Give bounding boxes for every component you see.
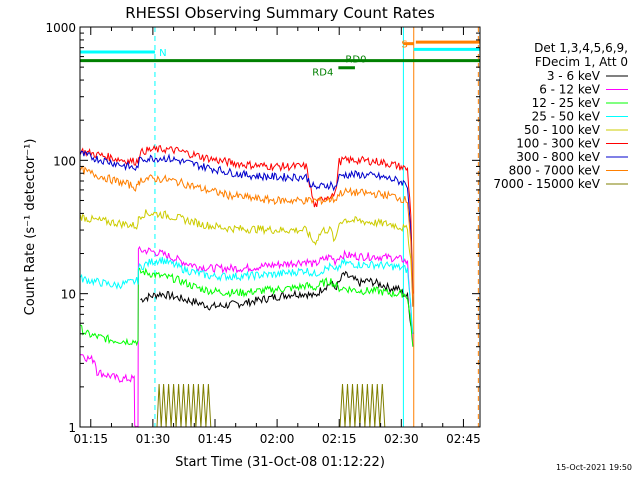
legend-entry-label: 50 - 100 keV <box>524 123 601 137</box>
legend-header: Det 1,3,4,5,6,9, <box>534 41 628 55</box>
x-tick-label: 02:45 <box>446 432 481 446</box>
series-line <box>80 245 414 428</box>
legend-entry-label: 3 - 6 keV <box>547 69 601 83</box>
legend-entry-label: 100 - 300 keV <box>516 137 600 151</box>
x-tick-label: 02:00 <box>260 432 295 446</box>
x-axis: 01:15 01:30 01:45 02:00 02:15 02:30 02:45 <box>73 27 481 446</box>
series-line <box>79 256 414 334</box>
flag-label: RD0 <box>345 55 366 66</box>
series-line <box>79 150 414 307</box>
x-tick-label: 02:15 <box>322 432 357 446</box>
flag-label: S <box>401 40 407 51</box>
y-axis-label: Count Rate (s⁻¹ detector⁻¹) <box>23 139 38 316</box>
chart-title: RHESSI Observing Summary Count Rates <box>125 4 435 22</box>
y-tick-label: 100 <box>53 154 76 168</box>
series-line <box>79 144 414 294</box>
series-line <box>80 267 414 347</box>
x-axis-label: Start Time (31-Oct-08 01:12:22) <box>175 455 385 470</box>
legend-entry-label: 25 - 50 keV <box>532 110 601 124</box>
x-tick-label: 01:15 <box>73 432 108 446</box>
y-tick-label: 1000 <box>45 21 76 35</box>
y-tick-label: 1 <box>68 421 76 435</box>
series-line <box>140 270 414 334</box>
series-line <box>79 165 414 307</box>
x-tick-label: 02:30 <box>384 432 419 446</box>
timestamp: 15-Oct-2021 19:50 <box>556 463 632 472</box>
legend-entry-label: 800 - 7000 keV <box>509 164 601 178</box>
legend-entry-label: 300 - 800 keV <box>516 150 600 164</box>
legend: Det 1,3,4,5,6,9,FDecim 1, Att 03 - 6 keV… <box>493 41 628 191</box>
flag-label: RD4 <box>312 68 333 79</box>
legend-header: FDecim 1, Att 0 <box>535 55 628 69</box>
plot-frame <box>79 26 481 428</box>
series-line <box>156 383 386 428</box>
legend-entry-label: 7000 - 15000 keV <box>493 177 600 191</box>
y-tick-label: 10 <box>61 288 76 302</box>
y-axis: 1 10 100 1000 <box>45 21 480 435</box>
legend-entry-label: 12 - 25 keV <box>532 96 601 110</box>
x-tick-label: 01:30 <box>136 432 171 446</box>
legend-entry-label: 6 - 12 keV <box>539 83 601 97</box>
series-group <box>79 144 414 428</box>
series-line <box>79 209 414 307</box>
annotations: N S RD0 RD4 <box>80 27 480 427</box>
x-tick-label: 01:45 <box>198 432 233 446</box>
flag-label: N <box>159 48 166 59</box>
